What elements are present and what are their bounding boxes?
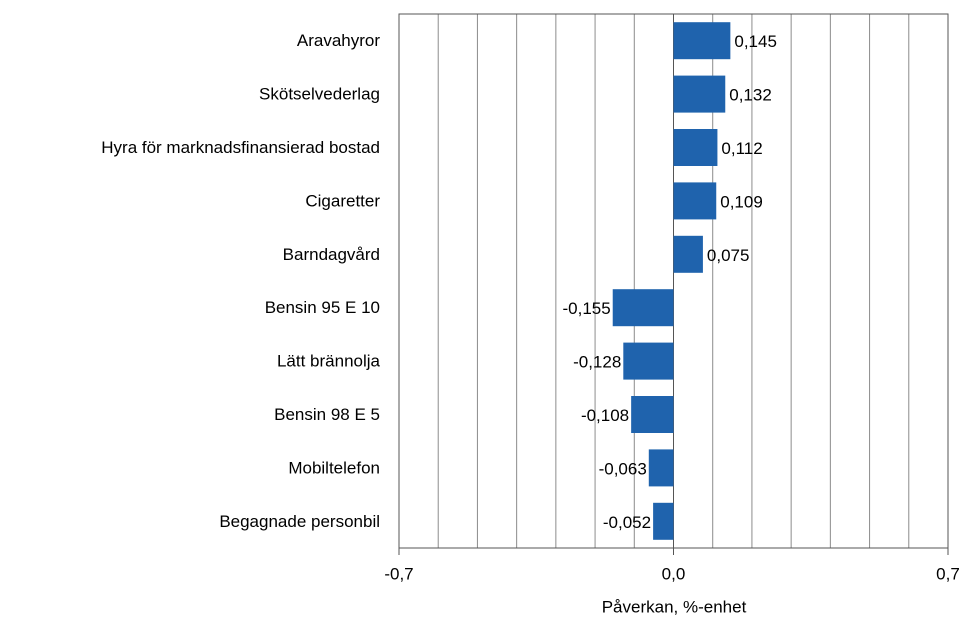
value-label: -0,128 (573, 353, 621, 372)
value-label: 0,132 (729, 86, 772, 105)
x-axis-title: Påverkan, %-enhet (602, 597, 747, 616)
y-tick-label: Bensin 98 E 5 (274, 405, 380, 424)
x-tick-label: 0,7 (936, 564, 960, 583)
bar (653, 502, 674, 540)
y-tick-label: Aravahyror (297, 31, 380, 50)
y-tick-label: Mobiltelefon (288, 458, 380, 477)
bar (673, 22, 731, 60)
bar (673, 129, 718, 166)
y-tick-label: Begagnade personbil (219, 512, 380, 531)
y-tick-label: Cigaretter (305, 191, 380, 210)
value-label: -0,155 (563, 299, 611, 318)
x-tick-label: -0,7 (384, 564, 413, 583)
value-label: -0,063 (599, 459, 647, 478)
value-label: 0,109 (720, 192, 763, 211)
y-tick-label: Lätt brännolja (277, 352, 381, 371)
bar (673, 75, 726, 113)
y-tick-label: Skötselvederlag (259, 85, 380, 104)
y-tick-label: Barndagvård (283, 245, 380, 264)
value-label: 0,112 (721, 139, 762, 158)
value-label: 0,075 (707, 246, 750, 265)
y-tick-label: Bensin 95 E 10 (265, 298, 380, 317)
bar (631, 396, 674, 433)
y-tick-label: Hyra för marknadsfinansierad bostad (101, 138, 380, 157)
value-label: -0,052 (603, 513, 651, 532)
value-label: -0,108 (581, 406, 629, 425)
x-tick-label: 0,0 (662, 564, 686, 583)
value-label: 0,145 (734, 32, 777, 51)
bar (612, 289, 674, 327)
bar (673, 235, 703, 273)
bar (623, 342, 674, 380)
bar (648, 449, 674, 487)
bar (673, 182, 717, 220)
